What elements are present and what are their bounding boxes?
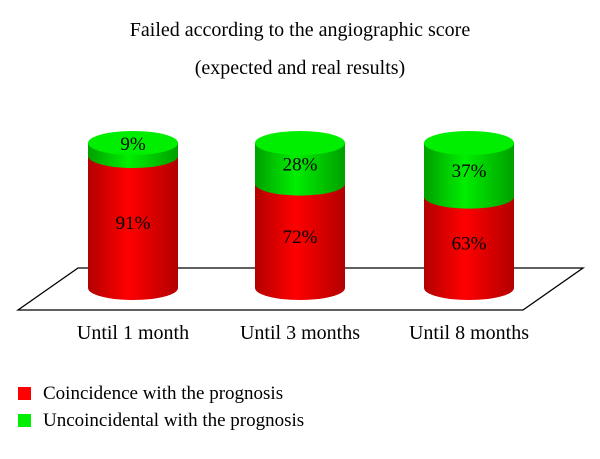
data-label: 9% [120, 134, 146, 155]
bar-segment-coincidence [424, 196, 514, 300]
data-label: 37% [452, 161, 487, 182]
legend-swatch-uncoincidental [18, 414, 31, 427]
bar-top-cap [424, 131, 514, 155]
data-label: 28% [283, 154, 318, 175]
category-axis: Until 1 month Until 3 months Until 8 mon… [77, 322, 529, 344]
data-label: 72% [283, 227, 318, 248]
chart-title-line-1: Failed according to the angiographic sco… [130, 19, 471, 41]
category-label: Until 3 months [240, 322, 360, 344]
bar-segment-uncoincidental [255, 143, 345, 196]
bar-segment-coincidence [255, 183, 345, 300]
bar-segment-uncoincidental [424, 143, 514, 209]
bars-layer: 91% 9% 72% 28% 63% 37% [88, 131, 514, 300]
data-label: 63% [452, 233, 487, 254]
legend-label: Coincidence with the prognosis [43, 382, 284, 404]
legend-swatch-coincidence [18, 387, 31, 400]
data-label: 91% [116, 213, 151, 234]
bar-top-cap [88, 131, 178, 155]
bar-top-cap [255, 131, 345, 155]
legend: Coincidence with the prognosis Uncoincid… [18, 380, 304, 434]
legend-item: Coincidence with the prognosis [18, 380, 304, 407]
legend-label: Uncoincidental with the prognosis [43, 409, 305, 431]
legend-item: Uncoincidental with the prognosis [18, 407, 304, 434]
category-label: Until 1 month [77, 322, 189, 344]
category-label: Until 8 months [409, 322, 529, 344]
chart-title-line-2: (expected and real results) [195, 57, 405, 79]
bar-segment-coincidence [88, 156, 178, 300]
